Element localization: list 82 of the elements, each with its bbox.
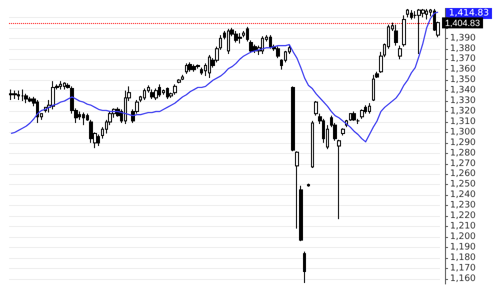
y-tick-label: 1,350 xyxy=(450,75,476,86)
y-tick-label: 1,300 xyxy=(450,127,476,138)
candlestick xyxy=(196,64,200,70)
candlestick xyxy=(368,102,371,114)
y-tick-label: 1,310 xyxy=(450,116,476,127)
candlestick xyxy=(303,251,306,284)
candlestick xyxy=(352,111,356,122)
y-tick-label: 1,210 xyxy=(450,222,476,232)
candlestick xyxy=(158,84,161,98)
candlestick xyxy=(166,86,169,100)
y-tick-label: 1,220 xyxy=(450,211,476,222)
candlestick xyxy=(417,8,421,54)
candlestick xyxy=(143,88,146,100)
y-tick-label: 1,180 xyxy=(450,252,476,263)
candlestick xyxy=(82,112,85,126)
candlestick xyxy=(341,128,345,136)
candlestick xyxy=(398,45,402,60)
candlestick xyxy=(24,93,28,104)
y-tick-label: 1,260 xyxy=(450,169,476,180)
candlestick xyxy=(246,26,249,42)
y-tick-label: 1,380 xyxy=(450,44,476,54)
y-tick-label: 1,330 xyxy=(450,96,476,106)
candlestick xyxy=(269,34,272,50)
candlestick xyxy=(337,139,341,220)
text: 1,414.83 xyxy=(448,8,489,18)
candlestick xyxy=(406,8,409,18)
y-tick-label: 1,360 xyxy=(450,64,476,75)
candlestick xyxy=(360,108,364,120)
candlestick xyxy=(181,74,184,81)
candlestick xyxy=(63,82,66,90)
y-tick-label: 1,280 xyxy=(450,148,476,158)
candlestick xyxy=(177,78,181,84)
candlestick xyxy=(154,88,158,100)
candlestick xyxy=(402,14,406,48)
candlestick xyxy=(173,84,177,96)
candlestick xyxy=(188,62,192,72)
candlestick xyxy=(227,28,230,54)
y-tick-label: 1,190 xyxy=(450,242,476,252)
candlestick xyxy=(200,67,203,76)
candlestick xyxy=(36,100,39,124)
candlestick xyxy=(124,90,127,125)
candlestick xyxy=(208,54,211,79)
candlestick xyxy=(249,40,253,54)
candlestick xyxy=(192,64,196,72)
candlestick xyxy=(234,30,238,43)
y-tick-label: 1,250 xyxy=(450,180,476,190)
candlestick xyxy=(295,150,299,230)
y-tick-label: 1,200 xyxy=(450,232,476,242)
candlestick xyxy=(17,90,20,100)
candlestick xyxy=(276,46,280,59)
candlestick xyxy=(9,89,13,100)
candlestick xyxy=(299,185,303,242)
candlestick xyxy=(372,74,375,102)
candlestick xyxy=(150,89,154,100)
candlestick xyxy=(13,90,17,100)
candlestick xyxy=(51,80,55,110)
y-tick-label: 1,270 xyxy=(450,158,476,169)
candlestick xyxy=(307,183,310,188)
line-series xyxy=(10,12,439,142)
candlestick xyxy=(311,120,314,168)
candlestick xyxy=(59,80,62,90)
candlestick xyxy=(349,113,352,122)
y-tick-label: 1,390 xyxy=(450,33,476,44)
candlestick xyxy=(21,89,24,102)
ref-line-label: 1,404.83 xyxy=(445,18,480,28)
y-tick-label: 1,240 xyxy=(450,190,476,200)
candlestick xyxy=(394,24,398,46)
candlestick xyxy=(238,32,242,44)
y-tick-label: 1,320 xyxy=(450,106,476,116)
y-tick-label: 1,170 xyxy=(450,263,476,274)
candlestick xyxy=(28,96,32,103)
candlestick xyxy=(185,62,188,74)
y-tick-label: 1,290 xyxy=(450,138,476,148)
y-tick-label: 1,370 xyxy=(450,54,476,64)
candlestick xyxy=(97,134,100,146)
y-tick-label: 1,340 xyxy=(450,86,476,96)
candlestick xyxy=(291,86,295,152)
y-tick-label: 1,230 xyxy=(450,200,476,211)
candlestick xyxy=(261,36,264,54)
candlestick xyxy=(425,8,428,20)
candlestick xyxy=(410,10,413,20)
y-tick-label: 1,160 xyxy=(450,274,476,284)
